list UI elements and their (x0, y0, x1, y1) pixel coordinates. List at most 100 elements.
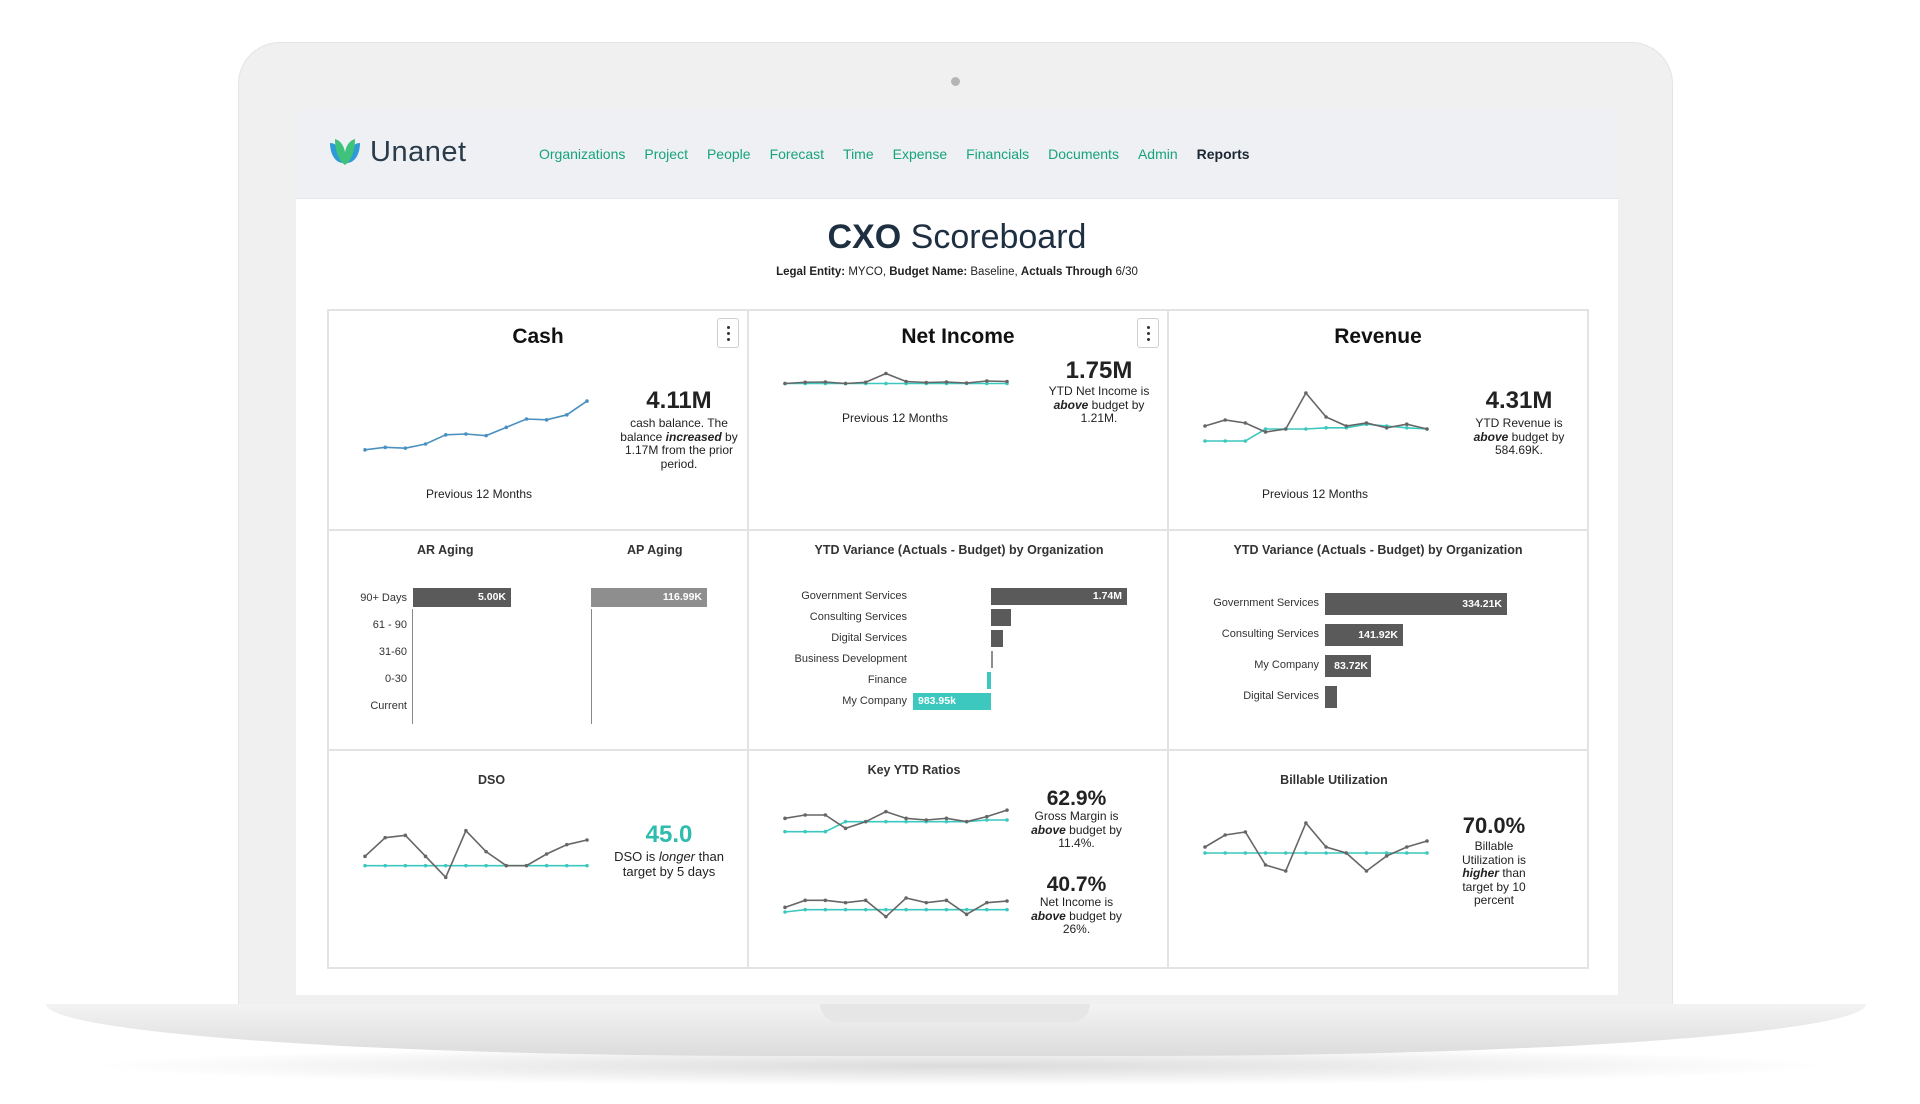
dso-desc-em: longer (658, 849, 695, 864)
variance-bar[interactable]: 1.74M (991, 588, 1127, 605)
variance-bar[interactable]: 983.95k (913, 693, 991, 710)
revenue-desc-em: above (1473, 429, 1509, 444)
dso-series-0-line (364, 829, 588, 879)
ap-axis-line (591, 609, 592, 724)
nav-forecast[interactable]: Forecast (769, 146, 825, 162)
gm-desc-2: budget by 11.4%. (1058, 822, 1122, 850)
nav-reports[interactable]: Reports (1196, 146, 1250, 162)
cash-desc-1: cash balance. The balance (620, 416, 728, 444)
gross_margin-series-1-point-3 (843, 819, 848, 824)
net_income_ratio-series-0-point-9 (964, 912, 969, 917)
key-ratios-tile: Key YTD Ratios 62.9% Gross Margin is abo… (749, 751, 1169, 967)
dso-series-1-point-2 (403, 863, 408, 868)
ap-aging-bar[interactable]: 116.99K (591, 588, 707, 607)
cash-series-0-point-7 (504, 425, 509, 430)
gross_margin-series-1-point-8 (944, 819, 949, 824)
org-label: Consulting Services (1221, 628, 1319, 640)
net-income-description: YTD Net Income is above budget by 1.21M. (1034, 384, 1164, 426)
nav-documents[interactable]: Documents (1048, 146, 1119, 162)
nav-project[interactable]: Project (644, 146, 688, 162)
revenue-series-0-line (1204, 391, 1428, 433)
cash-series-0-point-1 (383, 445, 387, 450)
variance-bar[interactable]: 83.72K (1325, 655, 1371, 677)
ni-desc-1: Net Income is (1039, 895, 1114, 909)
cash-series-0-point-3 (423, 442, 428, 446)
dso-series-0-point-0 (363, 854, 367, 859)
net_income_ratio-series-1-point-7 (924, 907, 929, 912)
nav-admin[interactable]: Admin (1137, 146, 1178, 162)
nav-organizations[interactable]: Organizations (539, 146, 626, 162)
variance-bar[interactable] (987, 672, 991, 689)
nav-time[interactable]: Time (843, 146, 874, 162)
net_income-series-1-point-10 (985, 381, 989, 386)
net-income-title: Net Income (901, 325, 1015, 348)
main-nav: Organizations Project People Forecast Ti… (539, 110, 1269, 198)
net_income_ratio-series-0-point-2 (823, 898, 828, 903)
variance-bar[interactable] (991, 651, 993, 668)
revenue-series-1-point-1 (1223, 439, 1227, 443)
dso-description: DSO is longer than target by 5 days (609, 849, 729, 879)
org-label: Business Development (794, 653, 907, 665)
net-income-value: 1.75M (1065, 357, 1133, 384)
nav-expense[interactable]: Expense (892, 146, 948, 162)
nav-people[interactable]: People (706, 146, 751, 162)
legal-entity-label: Legal Entity: (776, 266, 846, 278)
net_income_ratio-series-0-point-6 (904, 896, 908, 900)
revenue-desc-1: YTD Revenue is (1475, 416, 1563, 430)
variance-bar[interactable]: 141.92K (1325, 624, 1403, 646)
dso-series-0-point-4 (443, 875, 448, 880)
gross_margin-series-0-point-3 (843, 826, 848, 831)
net-income-ratio-value: 40.7% (1046, 873, 1107, 896)
dso-sparkline (363, 828, 589, 880)
kebab-dot-icon (1146, 331, 1150, 335)
net_income_ratio-series-0-point-8 (944, 898, 949, 903)
variance-bar[interactable] (1325, 686, 1337, 708)
gross_margin-series-1-point-5 (884, 819, 888, 824)
unanet-logo[interactable]: Unanet (328, 132, 467, 172)
dso-series-1-point-5 (464, 863, 468, 868)
dso-series-0-point-5 (464, 828, 468, 833)
gross_margin-series-0-point-7 (924, 818, 929, 822)
org-label: Government Services (1213, 597, 1319, 609)
revenue-series-0-point-3 (1263, 430, 1268, 434)
dso-series-0-point-6 (484, 849, 488, 854)
ar-aging-bar[interactable]: 5.00K (413, 588, 511, 607)
billable_utilization-series-0-point-8 (1364, 869, 1369, 873)
revenue-desc-2: budget by 584.69K. (1494, 429, 1565, 457)
net-income-ratio-sparkline (783, 896, 1009, 919)
billable_utilization-series-1-point-10 (1405, 851, 1409, 855)
cash-series-0-point-4 (443, 433, 448, 437)
net_income_ratio-series-1-point-10 (985, 907, 989, 912)
billable_utilization-series-0-point-5 (1304, 821, 1308, 825)
net_income-series-0-point-0 (783, 381, 787, 386)
net_income_ratio-series-1-point-1 (803, 907, 807, 912)
net_income_ratio-series-1-point-8 (944, 907, 949, 912)
revenue-series-0-point-10 (1405, 422, 1409, 426)
variance-bar[interactable]: 334.21K (1325, 593, 1507, 615)
net_income-series-0-line (784, 372, 1008, 385)
billable_utilization-series-0-point-1 (1223, 833, 1227, 837)
net-income-menu-button[interactable] (1137, 318, 1159, 348)
billable_utilization-series-0-point-0 (1203, 845, 1207, 849)
dso-series-0-point-1 (383, 835, 387, 840)
gm-desc-1: Gross Margin is (1034, 809, 1119, 823)
key-ratios-title: Key YTD Ratios (867, 763, 961, 777)
net_income_ratio-series-0-point-7 (924, 900, 929, 905)
revenue-series-1-point-3 (1263, 427, 1268, 431)
ap-aging-title: AP Aging (627, 543, 683, 557)
revenue-title: Revenue (1334, 325, 1422, 348)
cash-caption: Previous 12 Months (425, 487, 533, 501)
aging-bucket-label: 90+ Days (360, 592, 407, 604)
gross_margin-series-0-point-9 (964, 819, 969, 824)
billable-utilization-title: Billable Utilization (1280, 773, 1388, 787)
ni-desc-em: above (1031, 908, 1066, 923)
revenue-tile: Revenue Previous 12 Months 4.31M YTD Rev… (1169, 311, 1587, 531)
variance-bar[interactable] (991, 630, 1003, 647)
net_income_ratio-series-0-point-11 (1005, 899, 1009, 903)
nav-financials[interactable]: Financials (966, 146, 1030, 162)
cash-menu-button[interactable] (717, 318, 739, 348)
revenue-series-0-point-8 (1364, 421, 1369, 425)
variance-bar[interactable] (991, 609, 1011, 626)
billable-utilization-value: 70.0% (1462, 813, 1526, 838)
billable_utilization-series-0-line (1204, 821, 1428, 873)
